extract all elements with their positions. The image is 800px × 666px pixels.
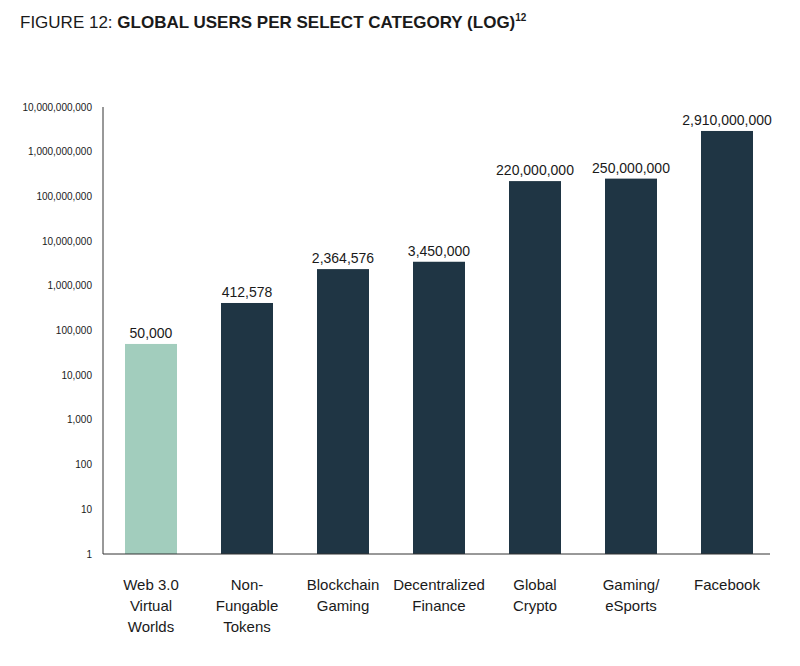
title-prefix: FIGURE 12: — [20, 13, 117, 32]
data-label: 2,910,000,000 — [682, 112, 772, 128]
y-tick-label: 100,000 — [56, 325, 93, 336]
footnote-marker: 12 — [515, 12, 527, 23]
y-tick-label: 1 — [86, 549, 92, 560]
x-tick-label: Facebook — [694, 576, 760, 593]
bar — [605, 179, 657, 554]
bar — [701, 131, 753, 554]
x-tick-label: BlockchainGaming — [307, 576, 380, 614]
bar — [509, 181, 561, 554]
bar — [125, 344, 177, 554]
x-axis-line — [103, 554, 770, 555]
x-tick-label: GlobalCrypto — [513, 576, 557, 614]
bars — [125, 131, 753, 554]
y-tick-label: 1,000,000,000 — [28, 146, 92, 157]
x-tick-label: Web 3.0VirtualWorlds — [123, 576, 179, 635]
bar — [413, 262, 465, 554]
y-axis-line — [103, 107, 104, 554]
y-tick-label: 100,000,000 — [36, 191, 92, 202]
data-label: 50,000 — [130, 325, 173, 341]
y-tick-label: 100 — [75, 459, 92, 470]
title-main: GLOBAL USERS PER SELECT CATEGORY (LOG) — [117, 13, 515, 32]
bar — [221, 303, 273, 554]
chart-container: FIGURE 12: GLOBAL USERS PER SELECT CATEG… — [0, 0, 800, 666]
y-tick-label: 1,000,000 — [48, 280, 93, 291]
y-tick-label: 10 — [81, 504, 93, 515]
data-label: 3,450,000 — [408, 243, 470, 259]
bar — [317, 269, 369, 554]
chart-svg: FIGURE 12: GLOBAL USERS PER SELECT CATEG… — [0, 0, 800, 666]
data-label: 412,578 — [222, 284, 273, 300]
x-tick-label: Gaming/eSports — [603, 576, 661, 614]
y-tick-label: 1,000 — [67, 414, 92, 425]
x-tick-label: DecentralizedFinance — [393, 576, 485, 614]
data-label: 220,000,000 — [496, 162, 574, 178]
x-tick-label: Non-FungableTokens — [216, 576, 279, 635]
y-tick-label: 10,000,000,000 — [22, 102, 92, 113]
y-tick-label: 10,000,000 — [42, 236, 92, 247]
data-label: 2,364,576 — [312, 250, 374, 266]
data-label: 250,000,000 — [592, 160, 670, 176]
y-tick-label: 10,000 — [61, 370, 92, 381]
chart-title: FIGURE 12: GLOBAL USERS PER SELECT CATEG… — [20, 12, 527, 32]
